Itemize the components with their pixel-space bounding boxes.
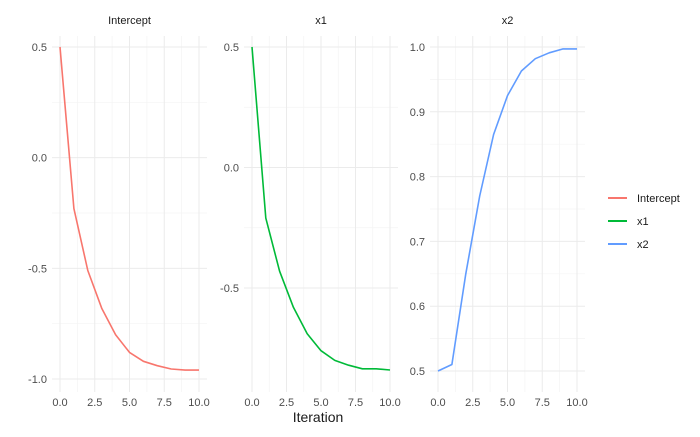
panel-title: x1 — [315, 15, 327, 27]
legend-item: x1 — [608, 216, 649, 228]
series-line-x2 — [437, 48, 577, 372]
y-tick-label: -1.0 — [28, 374, 47, 386]
x-tick-label: 7.5 — [157, 397, 172, 409]
x-tick-label: 2.5 — [279, 397, 294, 409]
y-tick-label: -0.5 — [220, 283, 239, 295]
legend: Intercept x1 x2 — [608, 193, 680, 251]
x-axis-title: Iteration — [293, 409, 344, 425]
y-tick-label: 0.0 — [32, 153, 47, 165]
panel-x1: x1 0.5 0.0 -0.5 0.0 2.5 5.0 7.5 10.0 — [220, 15, 401, 409]
x-tick-label: 7.5 — [535, 397, 550, 409]
panel-title: x2 — [502, 15, 514, 27]
y-tick-label: 0.5 — [32, 42, 47, 54]
x-tick-label: 0.0 — [244, 397, 259, 409]
legend-label: x2 — [637, 239, 649, 251]
x-tick-label: 10.0 — [566, 397, 587, 409]
y-tick-label: -0.5 — [28, 263, 47, 275]
series-line-Intercept — [59, 46, 199, 371]
x-tick-label: 2.5 — [87, 397, 102, 409]
y-tick-label: 0.0 — [224, 163, 239, 175]
x-tick-label: 5.0 — [122, 397, 137, 409]
x-tick-label: 5.0 — [313, 397, 328, 409]
legend-item: Intercept — [608, 193, 680, 205]
y-tick-label: 0.6 — [410, 301, 425, 313]
x-tick-label: 0.0 — [430, 397, 445, 409]
legend-label: Intercept — [637, 193, 680, 205]
series-line-x1 — [251, 46, 391, 371]
panel-Intercept: Intercept 0.5 0.0 -0.5 -1.0 0.0 2.5 5.0 7.5 10.0 — [28, 15, 210, 409]
y-tick-label: 0.7 — [410, 236, 425, 248]
x-tick-label: 5.0 — [500, 397, 515, 409]
x-tick-label: 10.0 — [188, 397, 209, 409]
x-tick-label: 10.0 — [379, 397, 400, 409]
y-tick-label: 0.5 — [224, 42, 239, 54]
y-tick-label: 1.0 — [410, 42, 425, 54]
panel-x2: x2 1.0 0.9 0.8 0.7 0.6 0.5 0.0 2.5 5.0 7.5 10.0 — [410, 15, 588, 409]
x-tick-label: 7.5 — [348, 397, 363, 409]
panel-title: Intercept — [108, 15, 151, 27]
y-tick-label: 0.8 — [410, 172, 425, 184]
x-tick-label: 0.0 — [52, 397, 67, 409]
legend-label: x1 — [637, 216, 649, 228]
y-tick-label: 0.9 — [410, 107, 425, 119]
y-tick-label: 0.5 — [410, 366, 425, 378]
legend-item: x2 — [608, 239, 649, 251]
x-tick-label: 2.5 — [465, 397, 480, 409]
